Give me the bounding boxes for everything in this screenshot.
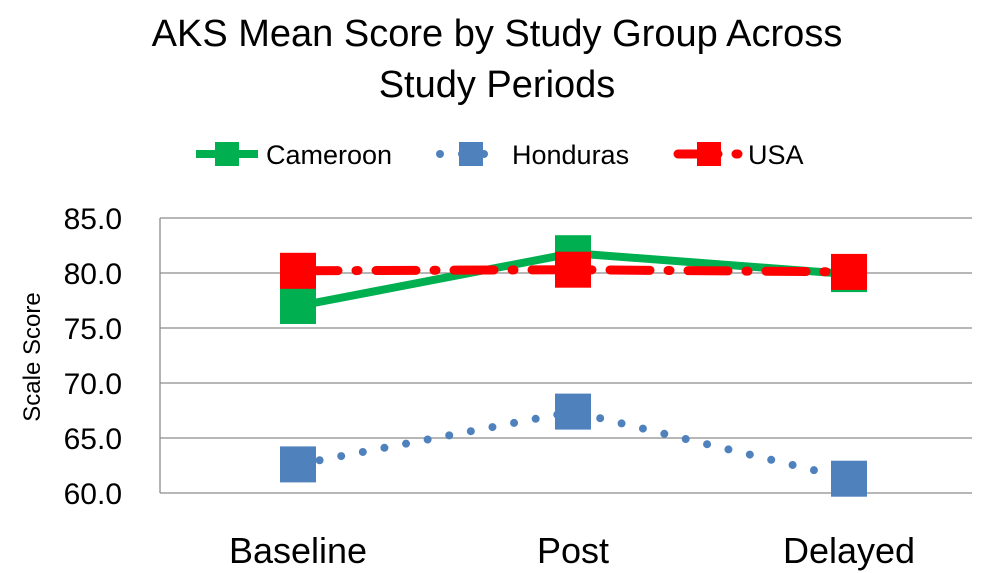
data-point (280, 446, 316, 483)
data-point (555, 251, 591, 288)
legend: Cameroon Honduras USA (196, 140, 804, 170)
legend-item-usa: USA (673, 140, 804, 170)
chart-title-line-1: AKS Mean Score by Study Group Across (152, 13, 843, 55)
data-point (831, 460, 867, 497)
series-group (280, 235, 867, 497)
legend-marker (459, 142, 483, 166)
legend-marker (215, 142, 239, 166)
series-honduras (280, 393, 867, 497)
data-point (831, 253, 867, 290)
legend-item-cameroon: Cameroon (196, 140, 392, 170)
data-point (555, 393, 591, 430)
chart-title-line-2: Study Periods (379, 64, 616, 106)
legend-label: USA (748, 140, 804, 170)
legend-label: Honduras (512, 140, 629, 170)
x-tick-label: Baseline (229, 530, 367, 571)
y-tick-label: 60.0 (64, 478, 122, 511)
series-usa (280, 251, 867, 290)
data-point (280, 252, 316, 289)
data-point (280, 288, 316, 324)
x-axis-ticks: Baseline Post Delayed (229, 530, 915, 571)
x-tick-label: Delayed (783, 530, 915, 571)
y-tick-label: 80.0 (64, 258, 122, 291)
y-tick-label: 75.0 (64, 313, 122, 346)
y-tick-label: 85.0 (64, 203, 122, 236)
legend-marker (697, 142, 721, 166)
y-tick-label: 70.0 (64, 368, 122, 401)
legend-item-honduras: Honduras (436, 140, 629, 170)
legend-label: Cameroon (266, 140, 392, 170)
y-axis-label: Scale Score (19, 292, 46, 421)
y-tick-label: 65.0 (64, 423, 122, 456)
x-tick-label: Post (537, 530, 609, 571)
y-axis-ticks: 60.0 65.0 70.0 75.0 80.0 85.0 (64, 203, 122, 511)
